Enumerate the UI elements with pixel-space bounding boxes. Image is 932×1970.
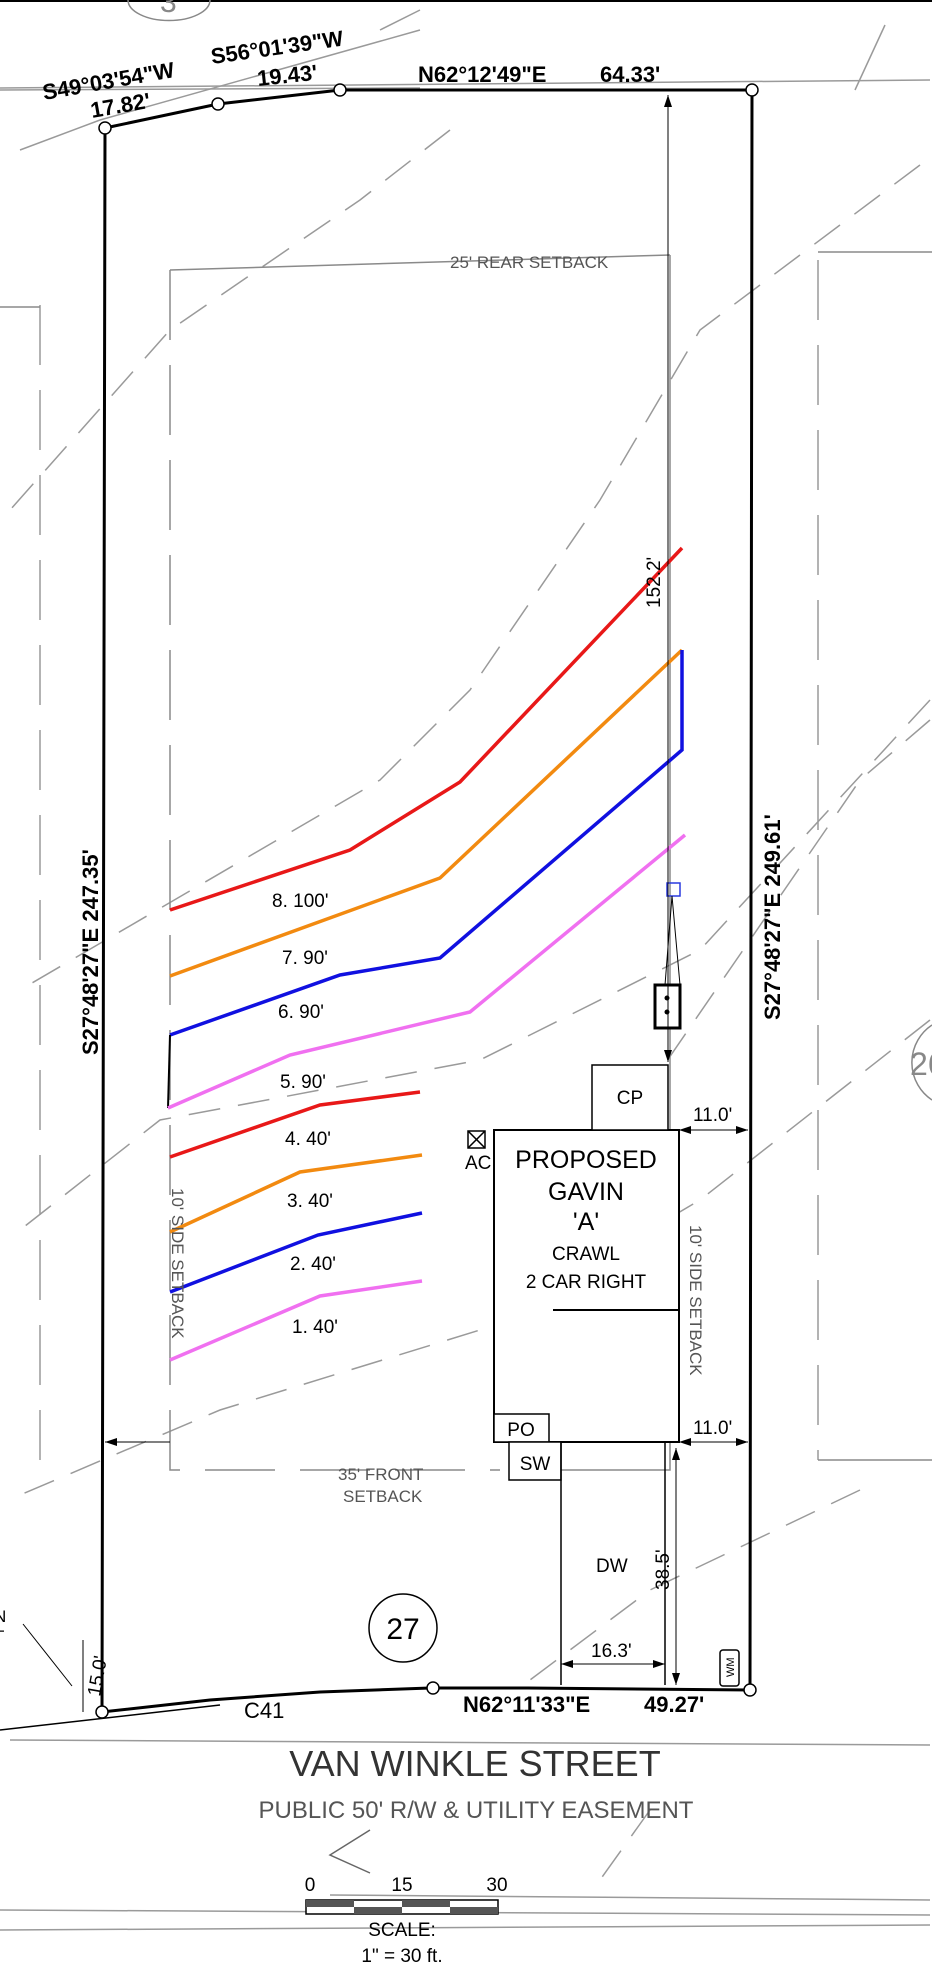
curve-label: C41 [244,1698,284,1723]
contour-line-8 [169,546,684,912]
sw-label: SW [520,1454,551,1475]
po-box [493,1413,550,1443]
ac-label: AC [465,1153,491,1174]
contour-line-2 [169,1211,423,1294]
survey-marker [666,882,681,897]
road-curve [0,1704,221,1731]
dim-38: 38.5' [653,1549,674,1590]
contour-label-6: 6. 90' [278,1002,324,1023]
side-setback-left-label: 10' SIDE SETBACK [168,1188,187,1339]
cut-label-1: N [0,1607,6,1626]
dim-15: 15.0' [84,1654,112,1698]
dimension-arrows [105,95,748,1685]
house-footprint [493,1129,680,1443]
cp-label: CP [617,1088,643,1109]
dim-16: 16.3' [591,1641,632,1662]
neighbor-lot-circle [911,1024,932,1101]
corner-marker [743,1683,757,1697]
boundary-markers [95,83,759,1719]
corner-marker [426,1681,440,1695]
front-setback-label-1: 35' FRONT [338,1465,423,1484]
cp-box [591,1064,669,1131]
street-name: VAN WINKLE STREET [289,1743,660,1784]
ac-cross [467,1130,486,1149]
neighbor-setbacks [0,251,932,1461]
neighbor-lot-number: 26 [910,1046,932,1082]
distance-top-right: 64.33' [600,62,660,87]
contour-label-2: 2. 40' [290,1254,336,1275]
distance-front: 49.27' [644,1692,704,1717]
dim-11-top: 11.0' [693,1105,732,1126]
scale-bar [305,1899,499,1915]
property-boundary [100,88,754,1714]
dim-152: 152.2' [644,557,665,608]
contour-line-6-side [167,1034,171,1109]
north-arrow [328,1829,371,1874]
house-title-3: 'A' [573,1208,599,1236]
bearing-left-side: S27°48'27"E 247.35' [78,849,103,1055]
contour-label-7: 7. 90' [282,948,328,969]
contour-line-5 [167,833,687,1110]
rear-setback-label: 25' REAR SETBACK [450,253,609,272]
contour-label-3: 3. 40' [287,1191,333,1212]
po-label: PO [507,1420,534,1441]
dw-label: DW [596,1556,628,1577]
corner-marker [211,97,225,111]
neighbor-lot-lines [0,9,931,1931]
scale-label: SCALE: [368,1920,436,1941]
scale-tick-30: 30 [486,1875,507,1896]
bearing-front: N62°11'33"E [463,1692,590,1717]
corner-marker [333,83,347,97]
contour-line-4 [169,1090,421,1159]
contour-line-6 [169,650,684,1037]
lot-number: 27 [386,1613,419,1646]
side-setback-right-label: 10' SIDE SETBACK [686,1225,705,1376]
easement-dashes [9,129,931,1881]
leader-line [664,895,681,986]
contour-label-5: 5. 90' [280,1072,326,1093]
contour-label-4: 4. 40' [285,1129,331,1150]
contour-line-3 [169,1153,423,1234]
house-title-2: GAVIN [548,1178,624,1206]
top-lot-circle [127,0,211,22]
house-title-1: PROPOSED [515,1146,657,1174]
scale-tick-15: 15 [391,1875,412,1896]
cut-label-2: T [0,1627,4,1646]
wm-label: WM [725,1657,737,1677]
contour-label-8: 8. 100' [272,891,328,912]
driveway [560,1442,666,1685]
water-meter: WM [719,1649,740,1687]
scale-ratio: 1" = 30 ft. [361,1946,442,1967]
corner-marker [95,1705,109,1719]
contour-line-1 [169,1279,423,1362]
corner-marker [745,83,759,97]
contour-label-1: 1. 40' [292,1317,338,1338]
house-title-5: 2 CAR RIGHT [526,1272,647,1293]
dim-11-bottom: 11.0' [693,1418,732,1439]
front-setback-label-2: SETBACK [343,1487,423,1506]
neighbor-vertical-dashes [39,260,819,1460]
bearing-top-right: N62°12'49"E [418,62,546,87]
scale-tick-0: 0 [305,1875,316,1896]
contour-line-7 [169,648,684,978]
street-description: PUBLIC 50' R/W & UTILITY EASEMENT [259,1797,694,1824]
lot-number-circle [368,1593,438,1663]
bearing-top-mid: S56°01'39"W [209,26,345,69]
top-lot-number: 3 [160,0,177,19]
corner-marker [98,121,112,135]
bearing-right-side: S27°48'27"E 249.61' [760,814,785,1020]
contour-lines [167,546,687,1362]
distance-top-mid: 19.43' [256,60,319,91]
house-title-4: CRAWL [552,1244,620,1265]
